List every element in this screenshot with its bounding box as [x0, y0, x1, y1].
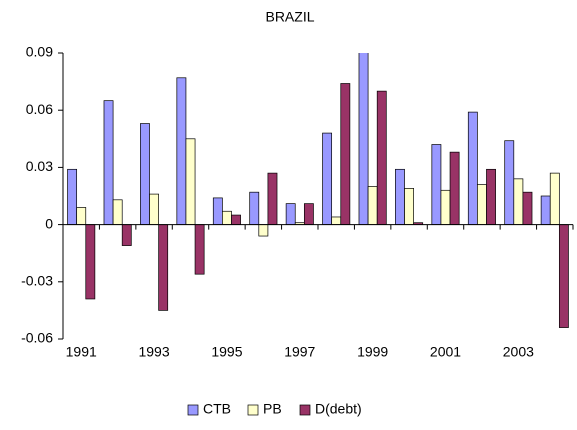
- bar: [367, 186, 378, 225]
- bar: [376, 90, 387, 225]
- bar: [231, 214, 241, 225]
- bar: [258, 224, 269, 237]
- legend-swatch: [299, 404, 311, 416]
- bar: [404, 188, 414, 225]
- bar: [249, 191, 260, 225]
- bar: [140, 123, 150, 225]
- bar: [121, 224, 132, 246]
- legend-label: CTB: [203, 401, 231, 417]
- bar: [158, 224, 169, 311]
- bar: [549, 172, 560, 225]
- bar: [513, 178, 524, 225]
- bar: [358, 53, 369, 225]
- plot-area: [67, 53, 569, 328]
- bar: [504, 140, 515, 225]
- legend-swatch: [187, 404, 199, 416]
- bar: [103, 100, 114, 225]
- legend-label: PB: [263, 401, 282, 417]
- x-tick-label: 2003: [503, 344, 534, 360]
- bar: [440, 189, 451, 225]
- bar: [522, 191, 533, 225]
- bar: [222, 210, 232, 225]
- bar: [431, 144, 442, 225]
- bar: [76, 207, 87, 225]
- bar: [303, 203, 314, 225]
- x-tick-label: 2001: [430, 344, 461, 360]
- x-tick-label: 1991: [66, 344, 97, 360]
- bar: [149, 193, 159, 225]
- bar: [185, 138, 196, 225]
- bar: [85, 224, 96, 300]
- y-tick-label: 0: [45, 215, 53, 231]
- legend-label: D(debt): [315, 401, 362, 417]
- y-tick-label: 0.06: [26, 101, 53, 117]
- bar: [194, 224, 205, 275]
- bar: [322, 132, 333, 225]
- bar: [477, 184, 487, 225]
- bar: [212, 197, 223, 225]
- bar: [267, 172, 278, 225]
- y-tick-label: -0.03: [21, 273, 53, 289]
- bar: [112, 199, 123, 225]
- y-tick-label: 0.09: [26, 44, 53, 60]
- legend-swatch: [247, 404, 259, 416]
- bar: [331, 216, 342, 225]
- x-tick-label: 1995: [211, 344, 242, 360]
- x-tick-label: 1993: [138, 344, 169, 360]
- bar: [395, 168, 405, 225]
- x-tick-label: 1999: [357, 344, 388, 360]
- bar: [558, 224, 569, 328]
- bar: [449, 151, 460, 225]
- bar: [340, 83, 351, 225]
- bar: [467, 111, 478, 225]
- y-tick-label: -0.06: [21, 330, 53, 346]
- bar: [176, 77, 187, 225]
- x-tick-label: 1997: [284, 344, 315, 360]
- chart-title: BRAZIL: [265, 9, 314, 25]
- bar: [67, 168, 78, 225]
- bar: [285, 203, 296, 225]
- bar: [540, 195, 551, 225]
- bar: [486, 168, 496, 225]
- y-tick-label: 0.03: [26, 158, 53, 174]
